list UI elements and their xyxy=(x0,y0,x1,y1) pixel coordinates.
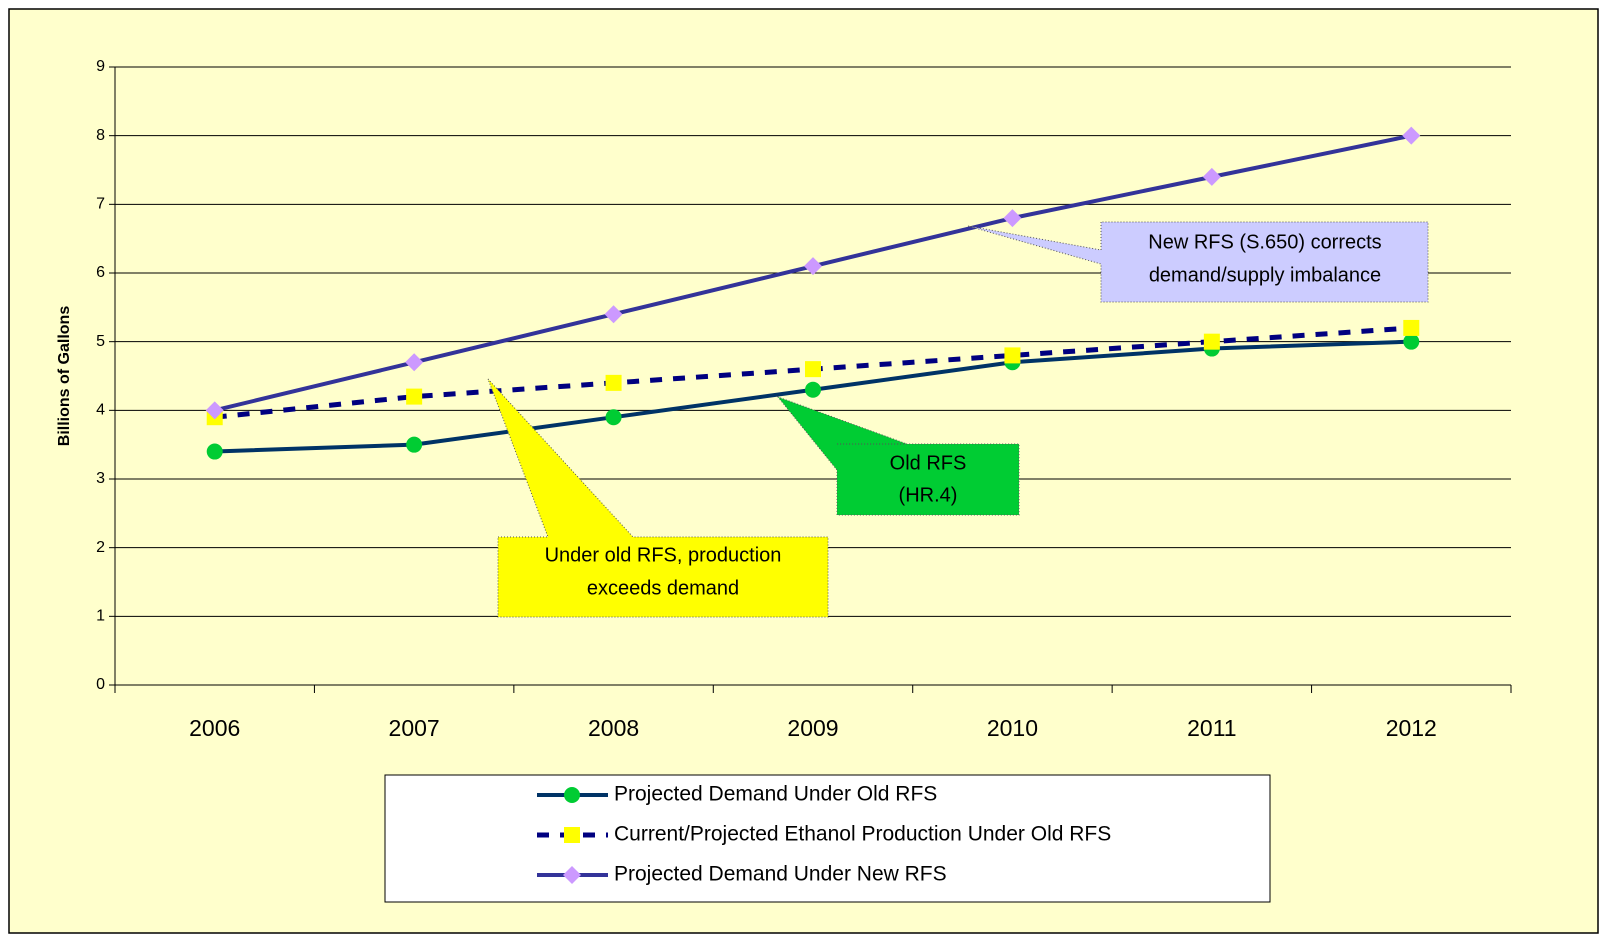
y-axis-label: Billions of Gallons xyxy=(56,306,73,447)
marker xyxy=(605,374,622,391)
marker xyxy=(1003,209,1022,228)
marker xyxy=(605,409,622,426)
y-tick-label: 6 xyxy=(96,264,105,281)
marker xyxy=(1202,167,1221,186)
x-tick-label: 2009 xyxy=(787,715,838,741)
legend-label: Projected Demand Under Old RFS xyxy=(614,783,937,806)
marker xyxy=(563,866,581,884)
y-tick-label: 2 xyxy=(96,539,105,556)
annotation-text: Under old RFS, production xyxy=(545,544,782,566)
annotation-text: demand/supply imbalance xyxy=(1149,264,1381,286)
plot-area: 0 1 2 3 4 5 6 7 8 9 2006 2007 2008 2009 2010 2011 2012 xyxy=(96,58,1512,741)
callout-production xyxy=(487,378,829,618)
annotation-text: New RFS (S.650) corrects xyxy=(1148,231,1381,253)
marker xyxy=(1402,126,1421,145)
y-tick-label: 1 xyxy=(96,608,105,625)
marker xyxy=(1004,347,1021,364)
x-tick-label: 2011 xyxy=(1187,715,1236,741)
legend-label: Projected Demand Under New RFS xyxy=(614,863,947,886)
marker xyxy=(206,443,223,460)
marker xyxy=(1403,319,1420,336)
y-tick-label: 4 xyxy=(96,402,105,419)
x-tick-label: 2007 xyxy=(389,715,440,741)
marker xyxy=(604,305,623,324)
legend xyxy=(384,774,1271,903)
marker xyxy=(804,257,822,276)
callout-new-rfs xyxy=(967,221,1429,303)
y-tick-label: 3 xyxy=(96,470,105,487)
callout-old-rfs xyxy=(776,395,1020,516)
annotation-text: Old RFS xyxy=(890,452,967,474)
x-tick-label: 2010 xyxy=(987,715,1038,741)
y-tick-label: 5 xyxy=(96,333,105,350)
y-tick-label: 9 xyxy=(96,58,105,75)
legend-label: Current/Projected Ethanol Production Und… xyxy=(614,823,1111,846)
marker xyxy=(406,436,423,453)
legend-entries: Projected Demand Under Old RFS Current/Pr… xyxy=(537,783,1111,886)
annotation-text: exceeds demand xyxy=(587,577,739,599)
x-tick-label: 2006 xyxy=(189,715,240,741)
y-tick-label: 8 xyxy=(96,127,105,144)
callouts: New RFS (S.650) corrects demand/supply i… xyxy=(487,221,1429,618)
marker xyxy=(805,381,821,398)
y-tick-label: 7 xyxy=(96,196,105,213)
marker xyxy=(1403,333,1420,350)
marker xyxy=(564,787,580,803)
marker xyxy=(405,353,424,372)
x-tick-label: 2012 xyxy=(1386,715,1437,741)
y-tick-label: 0 xyxy=(96,676,105,693)
annotation-text: (HR.4) xyxy=(899,484,958,506)
marker xyxy=(1203,333,1220,350)
marker xyxy=(406,388,423,405)
marker xyxy=(805,361,821,378)
marker xyxy=(205,401,224,420)
x-tick-label: 2008 xyxy=(588,715,639,741)
marker xyxy=(564,827,580,843)
